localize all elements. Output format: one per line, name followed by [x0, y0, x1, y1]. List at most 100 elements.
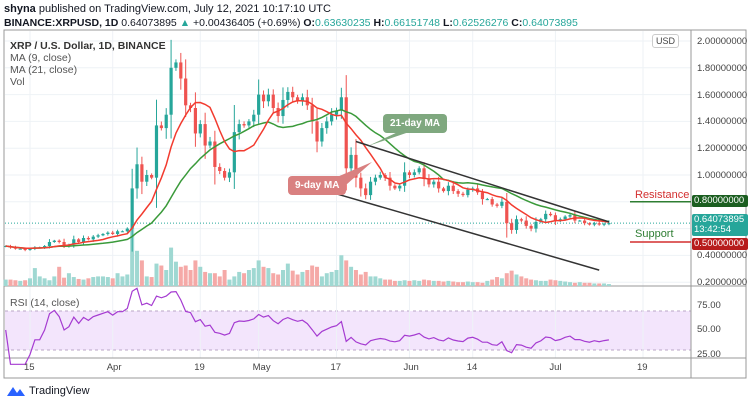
channel-upper-line [355, 140, 610, 223]
currency-button[interactable]: USD [652, 34, 680, 48]
volume-bar [300, 271, 305, 286]
candle [456, 189, 460, 197]
candle-body [578, 220, 582, 222]
candle [461, 191, 465, 197]
candle-body [106, 232, 110, 234]
candle-body [368, 181, 373, 196]
candle [164, 108, 168, 139]
candle-body [373, 177, 378, 182]
candle [96, 233, 100, 238]
price-tick-label: 1.40000000 [697, 116, 748, 128]
candle-body [96, 235, 100, 237]
candle-body [607, 223, 611, 225]
volume-bar [203, 271, 208, 286]
candle [519, 217, 523, 223]
candle-body [597, 223, 601, 225]
close-value: 0.64073895 [522, 17, 578, 29]
volume-bar [353, 270, 358, 286]
ohlc-header: BINANCE:XRPUSD, 1D 0.64073895 ▲ +0.00436… [4, 17, 578, 29]
channel-lower-line [331, 191, 600, 271]
legend-rsi[interactable]: RSI (14, close) [10, 297, 80, 309]
volume-bar [378, 278, 383, 286]
candle [422, 162, 426, 187]
candle-body [154, 125, 159, 178]
volume-bar [315, 266, 320, 286]
resistance-label: Resistance [635, 189, 690, 201]
volume-bar [217, 276, 222, 286]
close-label: C: [511, 17, 523, 29]
candle-body [237, 124, 241, 133]
last-price: 0.64073895 [121, 17, 177, 29]
volume-bar [319, 276, 324, 286]
volume-bar [169, 247, 174, 286]
volume-bar [188, 270, 193, 286]
volume-bar [504, 273, 509, 286]
candle-body [86, 237, 90, 240]
candle [223, 168, 227, 181]
ma9-line [5, 99, 610, 250]
candle-body [193, 108, 198, 134]
candle-body [62, 242, 66, 247]
volume-bar [480, 282, 485, 286]
volume-bar [465, 281, 470, 286]
volume-bar [339, 255, 344, 286]
tradingview-logo[interactable]: TradingView [6, 385, 90, 397]
volume-bar [392, 280, 397, 286]
volume-bar [28, 278, 32, 286]
volume-bar [436, 280, 441, 286]
volume-bar [383, 279, 388, 286]
volume-bar [460, 282, 465, 286]
price-tick-label: 1.80000000 [697, 62, 748, 74]
volume-bar [173, 261, 178, 286]
ma21-pointer [368, 131, 412, 146]
candle [514, 215, 519, 234]
candle-body [310, 105, 314, 122]
candle [203, 112, 207, 159]
volume-bar [519, 276, 524, 286]
time-tick-label: 14 [466, 362, 478, 373]
candle [597, 221, 601, 226]
legend-ma21[interactable]: MA (21, close) [10, 64, 78, 76]
candle-body [218, 166, 222, 171]
candle [281, 87, 285, 124]
legend-ma9[interactable]: MA (9, close) [10, 52, 72, 64]
candle [266, 88, 270, 107]
volume-bar [529, 279, 534, 286]
legend-volume[interactable]: Vol [10, 76, 25, 88]
volume-bar [441, 281, 446, 286]
ma21-annotation: 21-day MA [383, 114, 448, 133]
candle [427, 174, 431, 188]
candle-body [592, 223, 596, 225]
volume-bar [3, 279, 8, 286]
volume-bar [499, 278, 504, 286]
candle-body [417, 168, 421, 173]
candle [510, 218, 514, 234]
candle-body [242, 124, 246, 126]
volume-bar [13, 280, 18, 286]
candle-body [115, 231, 120, 234]
candle-body [500, 201, 504, 206]
candle [490, 196, 494, 207]
candle [150, 173, 154, 180]
candle-body [286, 91, 290, 100]
candle [344, 75, 348, 191]
volume-bar [285, 263, 290, 286]
candle [587, 222, 592, 226]
candle [320, 122, 324, 147]
volume-bar [91, 277, 96, 286]
candle [81, 235, 86, 245]
volume-bar [23, 280, 28, 286]
rsi-tick-label: 50.00 [697, 324, 721, 335]
candle-body [461, 193, 465, 196]
open-value: 0.63630235 [315, 17, 371, 29]
volume-bar [290, 270, 295, 286]
volume-bar [577, 282, 582, 286]
candle-body [568, 215, 572, 217]
candle [169, 39, 173, 139]
price-tick-label: 0.20000000 [697, 277, 748, 289]
up-arrow-icon: ▲ [179, 17, 191, 29]
volume-bar [32, 268, 37, 286]
volume-bar [76, 278, 81, 286]
volume-bar [139, 260, 144, 286]
